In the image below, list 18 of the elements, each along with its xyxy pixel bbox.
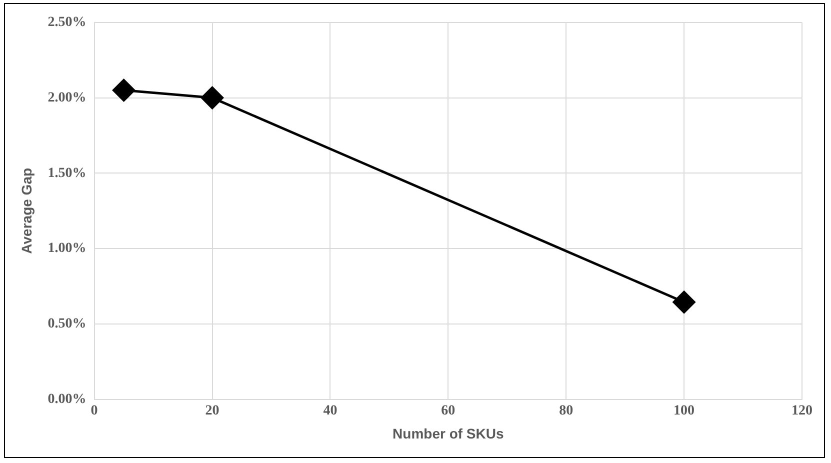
x-tick-label: 80 <box>559 403 574 418</box>
x-tick-label: 20 <box>205 403 220 418</box>
y-axis-title: Average Gap <box>18 168 34 254</box>
x-tick-label: 60 <box>441 403 456 418</box>
x-tick-label: 0 <box>90 403 98 418</box>
x-tick-label: 100 <box>674 403 695 418</box>
x-tick-label: 120 <box>792 403 812 418</box>
point <box>201 86 224 110</box>
x-axis-title: Number of SKUs <box>392 425 504 442</box>
y-tick-label: 1.00% <box>48 241 86 256</box>
x-tick-label: 40 <box>323 403 338 418</box>
y-tick-label: 2.50% <box>48 15 86 30</box>
point <box>672 290 696 314</box>
point <box>112 79 136 102</box>
y-tick-label: 0.50% <box>48 316 86 332</box>
y-tick-label: 2.00% <box>48 90 86 106</box>
y-tick-label: 0.00% <box>48 392 86 408</box>
y-tick-label: 1.50% <box>48 166 86 181</box>
